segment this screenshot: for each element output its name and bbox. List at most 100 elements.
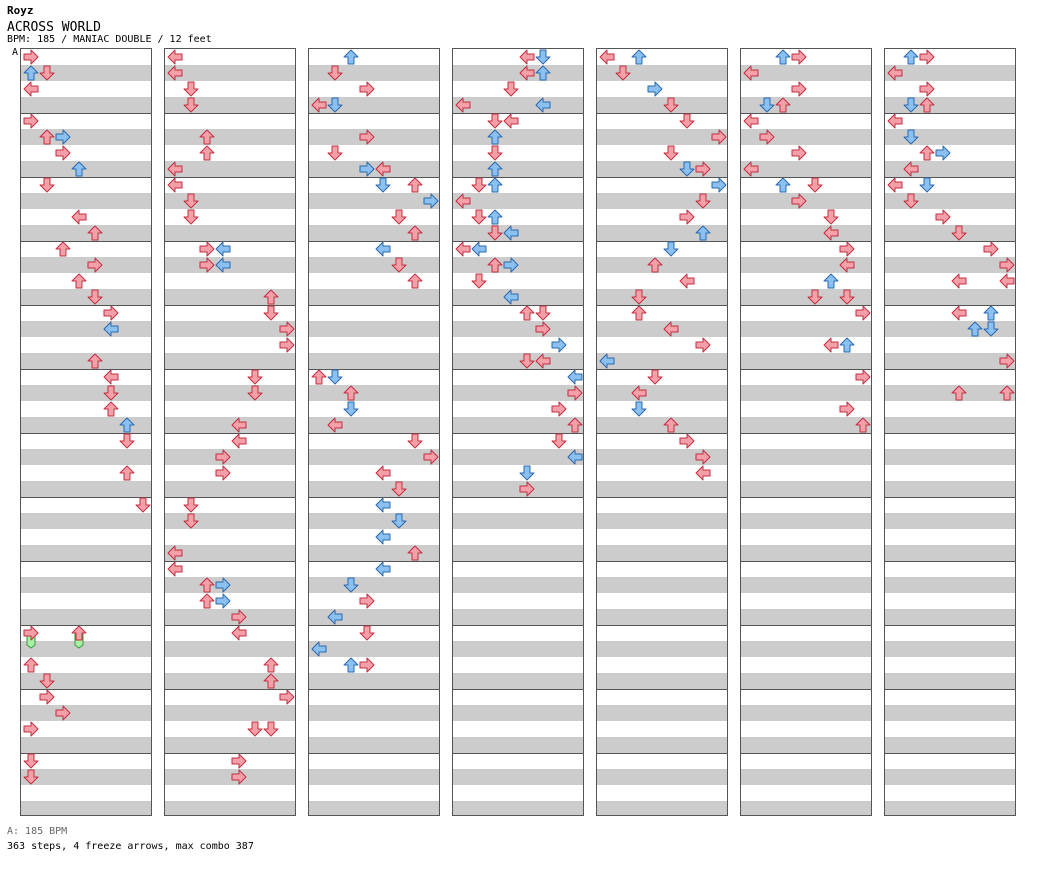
left-arrow-note bbox=[999, 273, 1015, 289]
beat-band bbox=[165, 769, 295, 785]
up-arrow-note bbox=[487, 209, 503, 225]
beat-band bbox=[21, 449, 151, 465]
down-arrow-note bbox=[23, 753, 39, 769]
measure-line bbox=[309, 625, 439, 626]
beat-band bbox=[453, 577, 583, 593]
down-arrow-note bbox=[39, 65, 55, 81]
left-arrow-note bbox=[887, 177, 903, 193]
beat-band bbox=[165, 321, 295, 337]
right-arrow-note bbox=[279, 337, 295, 353]
up-arrow-note bbox=[519, 305, 535, 321]
left-arrow-note bbox=[231, 625, 247, 641]
up-arrow-note bbox=[695, 225, 711, 241]
beat-band bbox=[21, 641, 151, 657]
beat-band bbox=[597, 129, 727, 145]
left-arrow-note bbox=[455, 193, 471, 209]
right-arrow-note bbox=[359, 593, 375, 609]
beat-band bbox=[165, 289, 295, 305]
beat-band bbox=[885, 481, 1015, 497]
measure-line bbox=[453, 177, 583, 178]
left-arrow-note bbox=[455, 97, 471, 113]
up-arrow-note bbox=[263, 289, 279, 305]
down-arrow-note bbox=[23, 769, 39, 785]
beat-band bbox=[597, 513, 727, 529]
beat-band bbox=[597, 801, 727, 815]
chart-column-6 bbox=[740, 48, 872, 816]
right-arrow-note bbox=[199, 257, 215, 273]
up-arrow-note bbox=[263, 657, 279, 673]
down-arrow-note bbox=[359, 625, 375, 641]
up-arrow-note bbox=[631, 305, 647, 321]
beat-band bbox=[21, 385, 151, 401]
down-arrow-note bbox=[391, 257, 407, 273]
beat-band bbox=[309, 577, 439, 593]
right-arrow-note bbox=[791, 145, 807, 161]
left-arrow-note bbox=[535, 353, 551, 369]
down-arrow-note bbox=[535, 305, 551, 321]
beat-band bbox=[165, 481, 295, 497]
left-arrow-note bbox=[231, 433, 247, 449]
beat-band bbox=[885, 449, 1015, 465]
measure-line bbox=[741, 241, 871, 242]
beat-band bbox=[885, 97, 1015, 113]
right-arrow-note bbox=[919, 81, 935, 97]
up-arrow-note bbox=[775, 177, 791, 193]
measure-line bbox=[597, 433, 727, 434]
down-arrow-note bbox=[919, 177, 935, 193]
up-arrow-note bbox=[487, 177, 503, 193]
beat-band bbox=[21, 353, 151, 369]
right-arrow-note bbox=[231, 769, 247, 785]
down-arrow-note bbox=[983, 321, 999, 337]
beat-band bbox=[309, 417, 439, 433]
measure-line bbox=[21, 369, 151, 370]
beat-band bbox=[165, 513, 295, 529]
beat-band bbox=[21, 193, 151, 209]
right-arrow-note bbox=[503, 257, 519, 273]
beat-band bbox=[453, 129, 583, 145]
chart-column-1 bbox=[20, 48, 152, 816]
beat-band bbox=[165, 353, 295, 369]
beat-band bbox=[21, 417, 151, 433]
beat-band bbox=[885, 353, 1015, 369]
down-arrow-note bbox=[535, 49, 551, 65]
measure-line bbox=[885, 753, 1015, 754]
measure-line bbox=[741, 497, 871, 498]
beat-band bbox=[741, 97, 871, 113]
beat-band bbox=[597, 641, 727, 657]
measure-line bbox=[741, 369, 871, 370]
measure-line bbox=[885, 305, 1015, 306]
beat-band bbox=[453, 161, 583, 177]
beat-band bbox=[597, 705, 727, 721]
right-arrow-note bbox=[55, 129, 71, 145]
measure-line bbox=[453, 433, 583, 434]
beat-band bbox=[21, 577, 151, 593]
measure-line bbox=[453, 625, 583, 626]
up-arrow-note bbox=[663, 417, 679, 433]
beat-band bbox=[741, 545, 871, 561]
left-arrow-note bbox=[71, 209, 87, 225]
left-arrow-note bbox=[519, 65, 535, 81]
measure-line bbox=[885, 497, 1015, 498]
down-arrow-note bbox=[759, 97, 775, 113]
measure-line bbox=[885, 177, 1015, 178]
chart-meta: BPM: 185 / MANIAC DOUBLE / 12 feet bbox=[7, 34, 212, 45]
beat-band bbox=[309, 321, 439, 337]
measure-line bbox=[309, 497, 439, 498]
beat-band bbox=[453, 673, 583, 689]
beat-band bbox=[597, 225, 727, 241]
beat-band bbox=[453, 449, 583, 465]
beat-band bbox=[165, 65, 295, 81]
beat-band bbox=[309, 705, 439, 721]
up-arrow-note bbox=[919, 97, 935, 113]
down-arrow-note bbox=[39, 177, 55, 193]
down-arrow-note bbox=[487, 113, 503, 129]
measure-line bbox=[741, 305, 871, 306]
measure-line bbox=[309, 305, 439, 306]
down-arrow-note bbox=[807, 289, 823, 305]
beat-band bbox=[885, 609, 1015, 625]
beat-band bbox=[741, 449, 871, 465]
beat-band bbox=[21, 321, 151, 337]
beat-band bbox=[885, 769, 1015, 785]
beat-band bbox=[885, 257, 1015, 273]
left-arrow-note bbox=[327, 417, 343, 433]
